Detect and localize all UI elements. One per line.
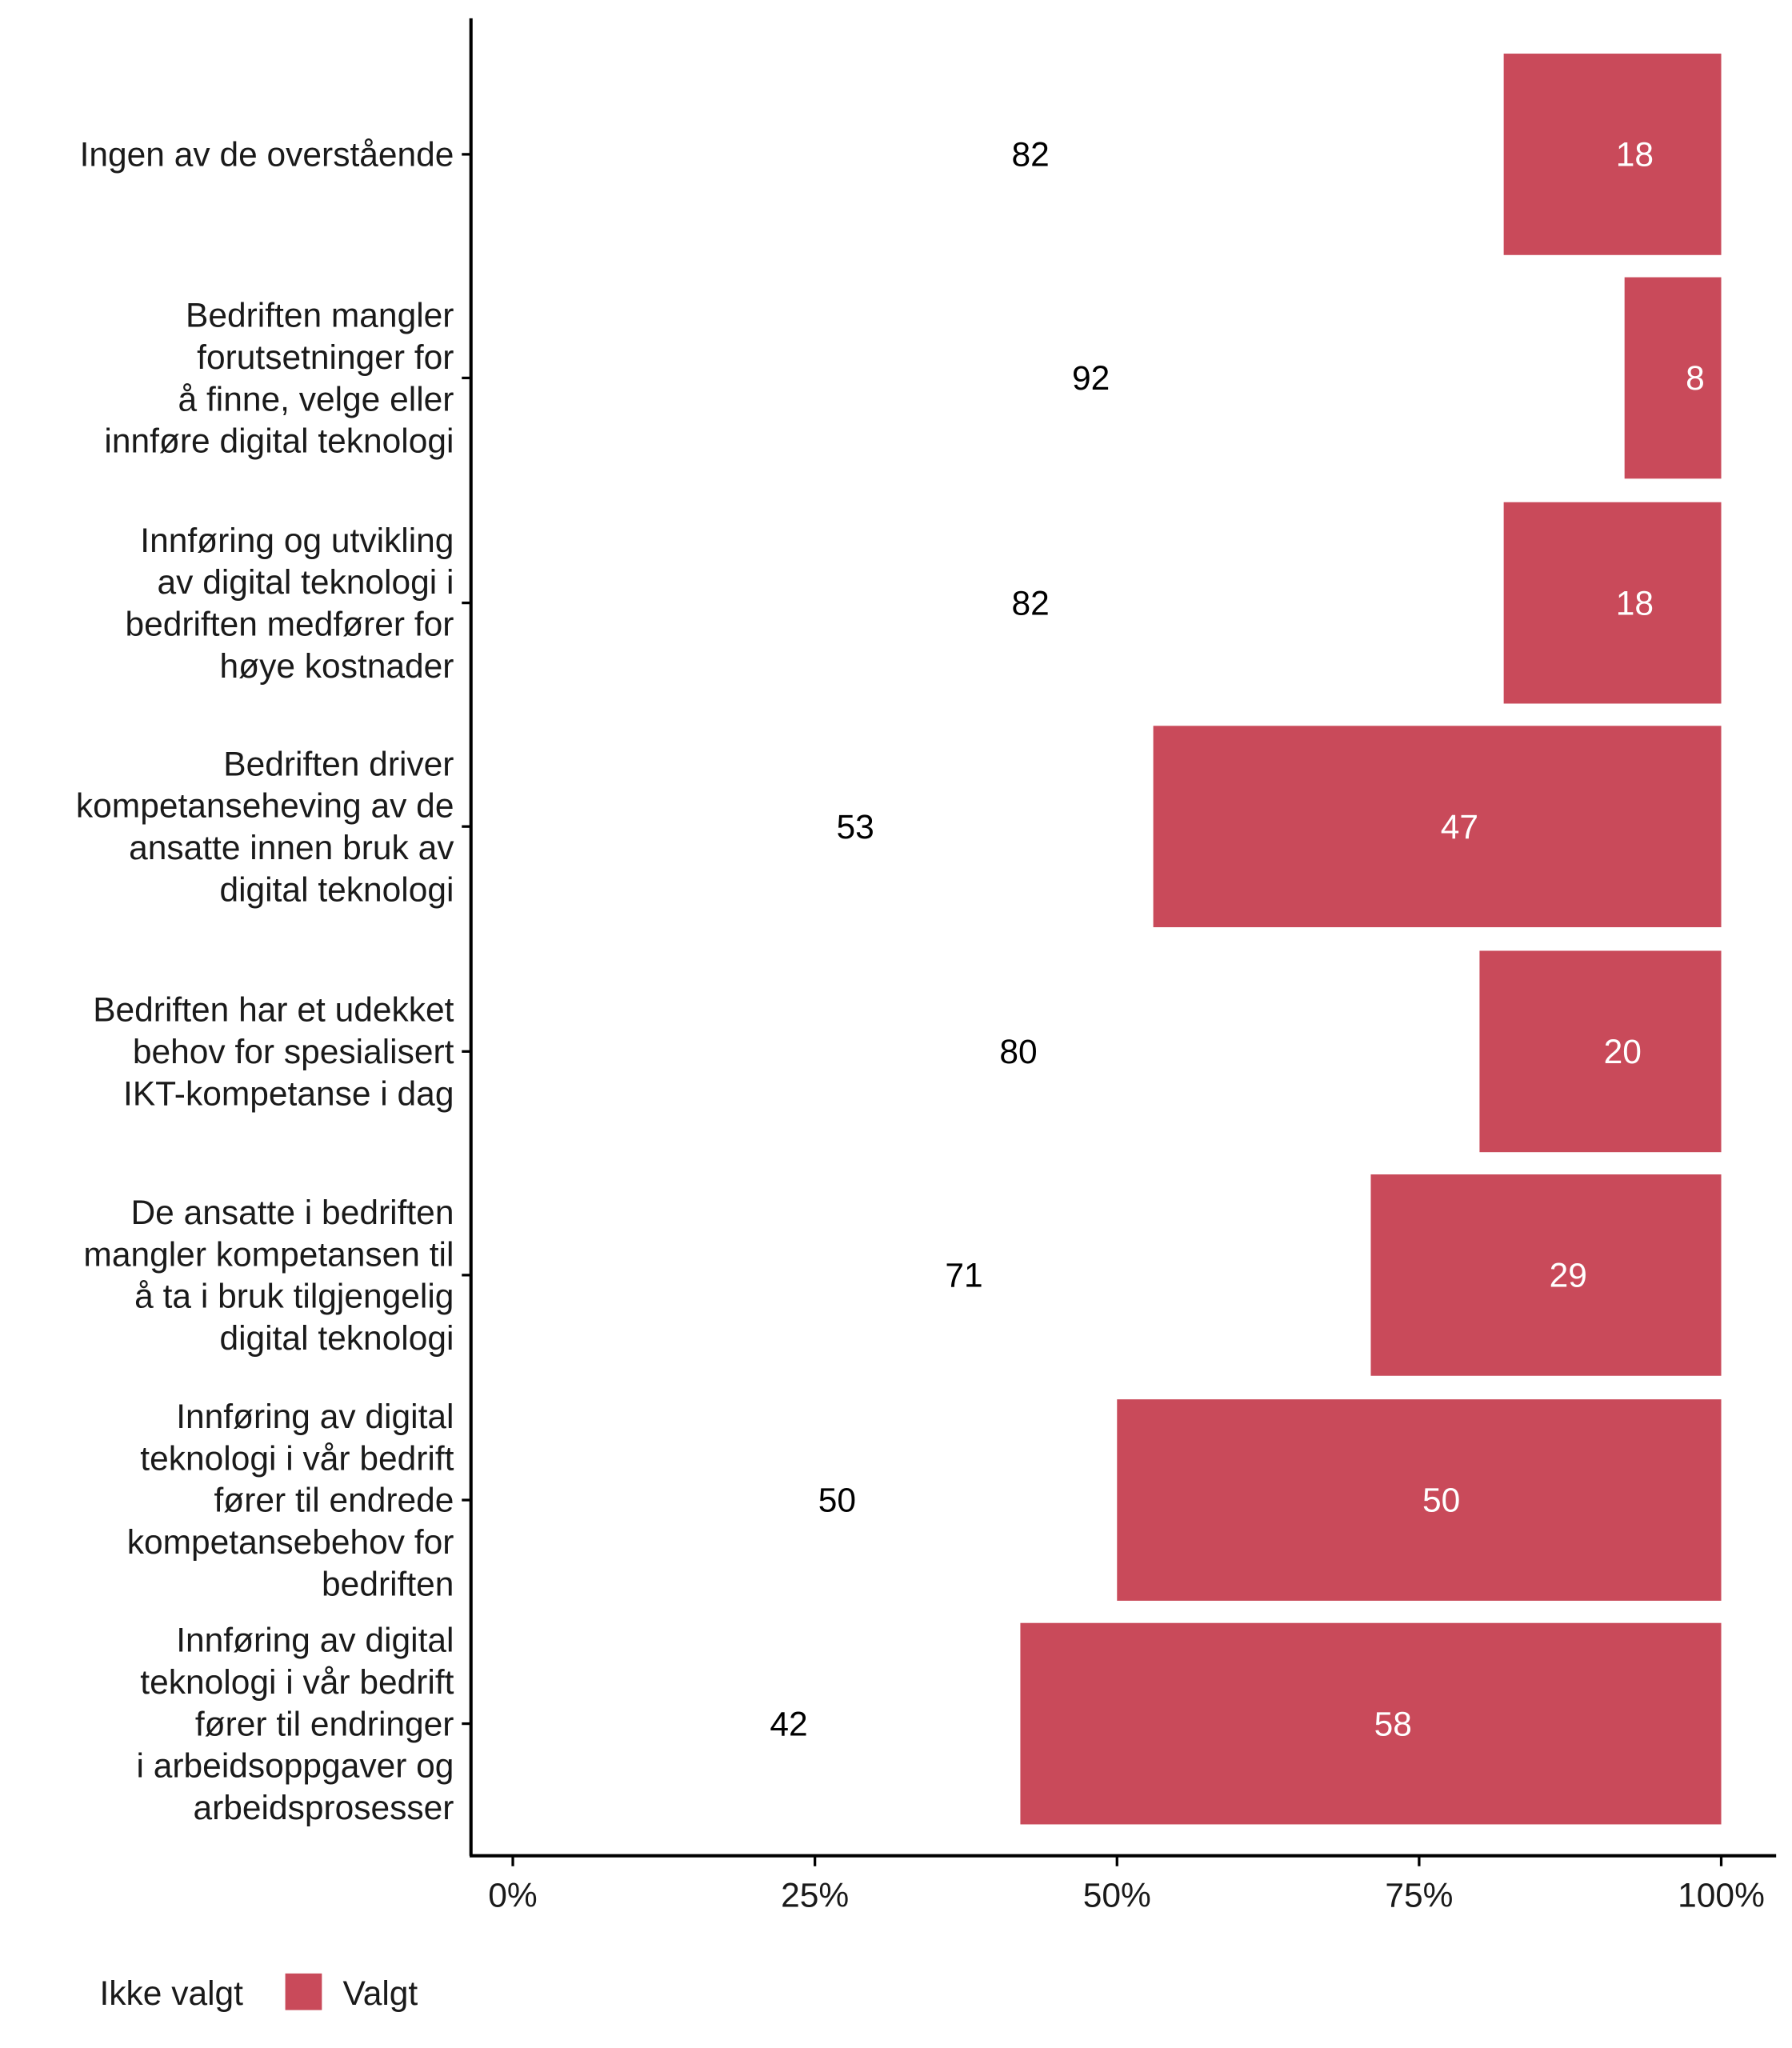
legend-label-valgt: Valgt — [343, 1975, 418, 2013]
category-label: Innføring av digital — [176, 1398, 454, 1436]
bar-valgt — [1503, 54, 1722, 255]
data-label-valgt: 29 — [1550, 1258, 1587, 1295]
category-label: i arbeidsoppgaver og — [137, 1748, 454, 1786]
category-label: mangler kompetansen til — [83, 1236, 454, 1274]
bar-valgt — [1479, 950, 1722, 1153]
data-label-ikke-valgt: 82 — [1011, 137, 1049, 174]
data-label-valgt: 58 — [1374, 1706, 1412, 1743]
category-label: innføre digital teknologi — [104, 423, 454, 461]
data-label-ikke-valgt: 92 — [1072, 360, 1110, 398]
data-label-valgt: 50 — [1422, 1482, 1460, 1520]
category-labels: Ingen av de overstående Bedriften mangler… — [76, 137, 471, 1827]
category-label: Bedriften har et udekket — [93, 992, 454, 1030]
data-label-ikke-valgt: 50 — [818, 1482, 856, 1520]
category-label: høye kostnader — [220, 648, 454, 686]
data-label-ikke-valgt: 53 — [836, 809, 874, 846]
x-axis-ticks: 0% 25% 50% 75% 100% — [488, 1855, 1765, 1914]
x-tick-label: 75% — [1385, 1877, 1453, 1914]
data-label-valgt: 20 — [1604, 1034, 1642, 1071]
data-label-ikke-valgt: 71 — [945, 1258, 982, 1295]
x-tick-label: 100% — [1678, 1877, 1765, 1914]
category-label: forutsetninger for — [197, 339, 454, 377]
bar-valgt — [1153, 726, 1722, 928]
data-label-valgt: 18 — [1616, 585, 1654, 622]
category-label: teknologi i vår bedrift — [140, 1440, 454, 1478]
category-label: arbeidsprosesser — [193, 1790, 454, 1827]
category-label: ansatte innen bruk av — [129, 830, 454, 867]
category-label: Bedriften driver — [223, 746, 454, 783]
category-label: kompetanseheving av de — [76, 788, 454, 826]
category-label: Innføring av digital — [176, 1622, 454, 1660]
bars-layer: 82 18 92 8 82 18 53 47 80 20 71 29 50 50 42 58 — [770, 54, 1722, 1825]
category-label: fører til endringer — [195, 1706, 454, 1743]
x-tick-label: 50% — [1083, 1877, 1151, 1914]
data-label-valgt: 47 — [1441, 809, 1478, 846]
bar-valgt — [1117, 1399, 1722, 1601]
x-tick-label: 0% — [488, 1877, 537, 1914]
category-label: teknologi i vår bedrift — [140, 1664, 454, 1702]
category-label: å ta i bruk tilgjengelig — [134, 1278, 454, 1316]
category-label: behov for spesialisert — [133, 1034, 454, 1071]
category-label: De ansatte i bedriften — [130, 1194, 454, 1232]
category-label: IKT-kompetanse i dag — [123, 1075, 454, 1113]
x-tick-label: 25% — [781, 1877, 849, 1914]
bar-valgt — [1020, 1622, 1722, 1825]
category-label: bedriften medfører for — [125, 606, 454, 643]
data-label-valgt: 8 — [1686, 360, 1705, 398]
category-label: digital teknologi — [219, 1320, 454, 1358]
legend-swatch-valgt — [285, 1973, 322, 2010]
category-label: fører til endrede — [214, 1482, 454, 1520]
data-label-valgt: 18 — [1616, 137, 1654, 174]
bar-valgt — [1370, 1174, 1722, 1376]
category-label: Innføring og utvikling — [140, 522, 454, 560]
bar-valgt — [1624, 277, 1722, 479]
data-label-ikke-valgt: 82 — [1011, 585, 1049, 622]
category-label: Bedriften mangler — [186, 298, 454, 335]
data-label-ikke-valgt: 80 — [999, 1034, 1037, 1071]
category-label: bedriften — [322, 1566, 454, 1603]
category-label: av digital teknologi i — [158, 564, 454, 602]
category-label: digital teknologi — [219, 871, 454, 909]
bar-valgt — [1503, 502, 1722, 704]
legend: Ikke valgt Valgt — [99, 1973, 418, 2013]
category-label: å finne, velge eller — [178, 381, 454, 418]
data-label-ikke-valgt: 42 — [770, 1706, 807, 1743]
legend-label-ikke-valgt: Ikke valgt — [99, 1975, 243, 2013]
category-label: Ingen av de overstående — [80, 137, 454, 174]
category-label: kompetansebehov for — [127, 1524, 454, 1562]
